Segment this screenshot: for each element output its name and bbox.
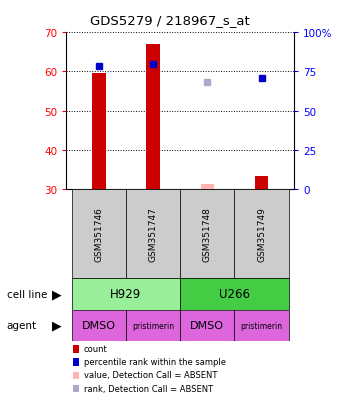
Text: GSM351749: GSM351749 (257, 207, 266, 262)
Text: agent: agent (7, 320, 37, 330)
Text: DMSO: DMSO (82, 320, 116, 330)
FancyBboxPatch shape (180, 279, 289, 310)
Text: value, Detection Call = ABSENT: value, Detection Call = ABSENT (84, 370, 217, 380)
FancyBboxPatch shape (72, 279, 180, 310)
FancyBboxPatch shape (126, 310, 180, 341)
Text: pristimerin: pristimerin (132, 321, 174, 330)
Text: ▶: ▶ (52, 288, 62, 301)
Text: ▶: ▶ (52, 319, 62, 332)
Text: count: count (84, 344, 107, 353)
Bar (146, 45, 160, 190)
FancyBboxPatch shape (126, 190, 180, 279)
Text: U266: U266 (219, 288, 250, 301)
FancyBboxPatch shape (180, 310, 235, 341)
Text: GSM351748: GSM351748 (203, 207, 212, 262)
FancyBboxPatch shape (235, 310, 289, 341)
Text: cell line: cell line (7, 289, 47, 299)
FancyBboxPatch shape (180, 190, 235, 279)
Text: percentile rank within the sample: percentile rank within the sample (84, 357, 226, 366)
FancyBboxPatch shape (72, 310, 126, 341)
Bar (92, 74, 106, 190)
Bar (201, 184, 214, 190)
Text: DMSO: DMSO (190, 320, 224, 330)
Text: GSM351747: GSM351747 (149, 207, 157, 262)
Text: H929: H929 (110, 288, 141, 301)
Text: pristimerin: pristimerin (240, 321, 283, 330)
Bar (255, 176, 268, 190)
Text: GDS5279 / 218967_s_at: GDS5279 / 218967_s_at (90, 14, 250, 27)
FancyBboxPatch shape (72, 190, 126, 279)
Text: rank, Detection Call = ABSENT: rank, Detection Call = ABSENT (84, 384, 213, 393)
Text: GSM351746: GSM351746 (94, 207, 103, 262)
FancyBboxPatch shape (235, 190, 289, 279)
